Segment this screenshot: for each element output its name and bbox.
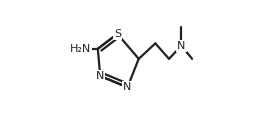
Text: N: N — [96, 71, 104, 81]
Text: N: N — [123, 82, 132, 92]
Text: S: S — [114, 29, 121, 39]
Text: H₂N: H₂N — [69, 44, 91, 54]
Text: N: N — [177, 41, 186, 51]
